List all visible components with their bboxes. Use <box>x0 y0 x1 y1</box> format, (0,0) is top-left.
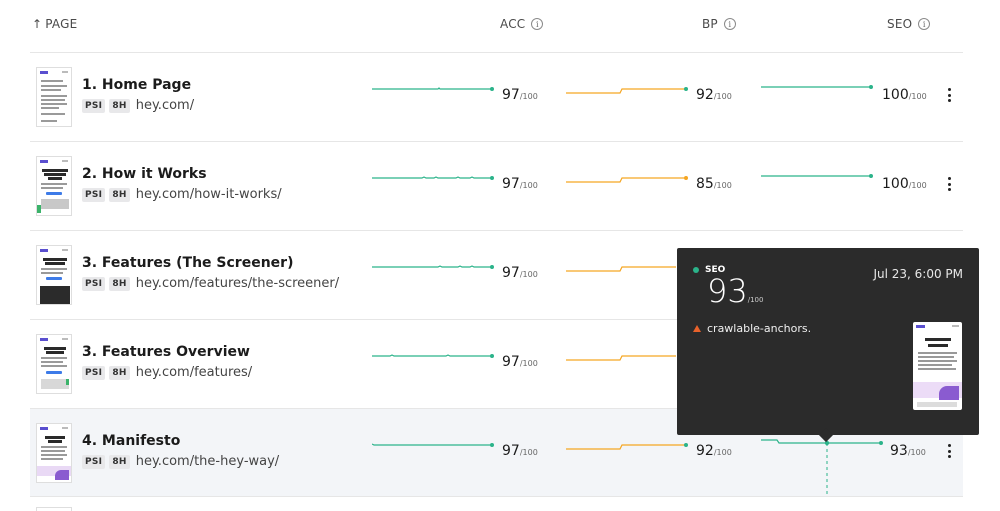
info-icon[interactable]: i <box>918 18 931 30</box>
bp-sparkline[interactable] <box>566 350 678 364</box>
table-row[interactable]: 2. How it Works PSI 8H hey.com/how-it-wo… <box>30 141 963 230</box>
seo-score: 100/100 <box>882 176 927 192</box>
bp-column-header[interactable]: BP i <box>702 17 736 31</box>
page-url[interactable]: hey.com/the-hey-way/ <box>135 454 280 469</box>
bp-sparkline[interactable] <box>566 261 678 275</box>
table-row[interactable]: 1. Home Page PSI 8H hey.com/ 97/100 92/1… <box>30 52 963 141</box>
acc-column-header[interactable]: ACC i <box>500 17 544 31</box>
seo-score: 93/100 <box>890 443 926 459</box>
bp-column-label: BP <box>702 17 718 31</box>
acc-score: 97/100 <box>502 443 538 459</box>
bp-score: 92/100 <box>696 87 732 103</box>
failed-audit: crawlable-anchors. <box>693 322 811 335</box>
psi-tag: PSI <box>82 276 106 291</box>
psi-tag: PSI <box>82 454 106 469</box>
bp-sparkline[interactable] <box>566 439 690 453</box>
page-url[interactable]: hey.com/features/the-screener/ <box>135 276 340 291</box>
row-menu-icon[interactable] <box>942 175 956 193</box>
score-tooltip: SEO Jul 23, 6:00 PM 93/100 crawlable-anc… <box>677 248 979 443</box>
acc-sparkline[interactable] <box>372 350 496 362</box>
acc-sparkline[interactable] <box>372 172 496 184</box>
page-title[interactable]: 3. Features Overview <box>82 344 250 360</box>
acc-sparkline[interactable] <box>372 83 496 95</box>
page-thumbnail <box>36 334 72 394</box>
page-url[interactable]: hey.com/features/ <box>135 365 253 380</box>
tooltip-date: Jul 23, 6:00 PM <box>873 267 963 281</box>
seo-sparkline[interactable] <box>761 170 875 182</box>
warning-triangle-icon <box>693 325 701 332</box>
page-meta: PSI 8H hey.com/features/the-screener/ <box>82 276 339 291</box>
bp-score: 92/100 <box>696 443 732 459</box>
page-thumbnail <box>36 156 72 216</box>
page-meta: PSI 8H hey.com/the-hey-way/ <box>82 454 279 469</box>
frequency-tag: 8H <box>109 98 130 113</box>
seo-sparkline[interactable] <box>761 437 885 497</box>
page-meta: PSI 8H hey.com/how-it-works/ <box>82 187 282 202</box>
page-title[interactable]: 2. How it Works <box>82 166 207 182</box>
tooltip-page-thumbnail <box>913 322 962 410</box>
page-title[interactable]: 1. Home Page <box>82 77 192 93</box>
acc-sparkline[interactable] <box>372 261 496 273</box>
acc-column-label: ACC <box>500 17 526 31</box>
page-title[interactable]: 4. Manifesto <box>82 433 181 449</box>
frequency-tag: 8H <box>109 187 130 202</box>
page-thumbnail <box>36 423 72 483</box>
tooltip-metric: SEO <box>693 265 725 275</box>
tooltip-score: 93/100 <box>707 272 764 310</box>
table-header: ↑ PAGE ACC i BP i SEO i <box>0 0 1000 52</box>
info-icon[interactable]: i <box>723 18 736 30</box>
bp-sparkline[interactable] <box>566 83 690 97</box>
seo-score: 100/100 <box>882 87 927 103</box>
frequency-tag: 8H <box>109 454 130 469</box>
page-title[interactable]: 3. Features (The Screener) <box>82 255 294 271</box>
seo-sparkline[interactable] <box>761 81 875 93</box>
table-row[interactable]: 3. Features (The Screener) PSI 8H hey.co… <box>30 230 963 319</box>
seo-column-label: SEO <box>887 17 913 31</box>
acc-score: 97/100 <box>502 354 538 370</box>
frequency-tag: 8H <box>109 276 130 291</box>
acc-score: 97/100 <box>502 87 538 103</box>
sort-arrow-icon: ↑ <box>32 17 43 31</box>
page-thumbnail <box>36 67 72 127</box>
acc-score: 97/100 <box>502 265 538 281</box>
table-row[interactable]: 3. Features Overview PSI 8H hey.com/feat… <box>30 319 963 408</box>
acc-score: 97/100 <box>502 176 538 192</box>
psi-tag: PSI <box>82 98 106 113</box>
bp-score: 85/100 <box>696 176 732 192</box>
page-column-label: PAGE <box>45 17 78 31</box>
psi-tag: PSI <box>82 187 106 202</box>
sort-page-column[interactable]: ↑ PAGE <box>32 17 77 31</box>
frequency-tag: 8H <box>109 365 130 380</box>
bp-sparkline[interactable] <box>566 172 690 186</box>
row-menu-icon[interactable] <box>942 442 956 460</box>
seo-column-header[interactable]: SEO i <box>887 17 931 31</box>
series-dot-icon <box>693 267 699 273</box>
psi-tag: PSI <box>82 365 106 380</box>
page-url[interactable]: hey.com/how-it-works/ <box>135 187 282 202</box>
info-icon[interactable]: i <box>531 18 544 30</box>
page-url[interactable]: hey.com/ <box>135 98 195 113</box>
page-thumbnail <box>36 245 72 305</box>
row-menu-icon[interactable] <box>942 86 956 104</box>
page-meta: PSI 8H hey.com/ <box>82 98 194 113</box>
page-thumbnail <box>36 507 72 511</box>
acc-sparkline[interactable] <box>372 439 496 451</box>
page-meta: PSI 8H hey.com/features/ <box>82 365 252 380</box>
